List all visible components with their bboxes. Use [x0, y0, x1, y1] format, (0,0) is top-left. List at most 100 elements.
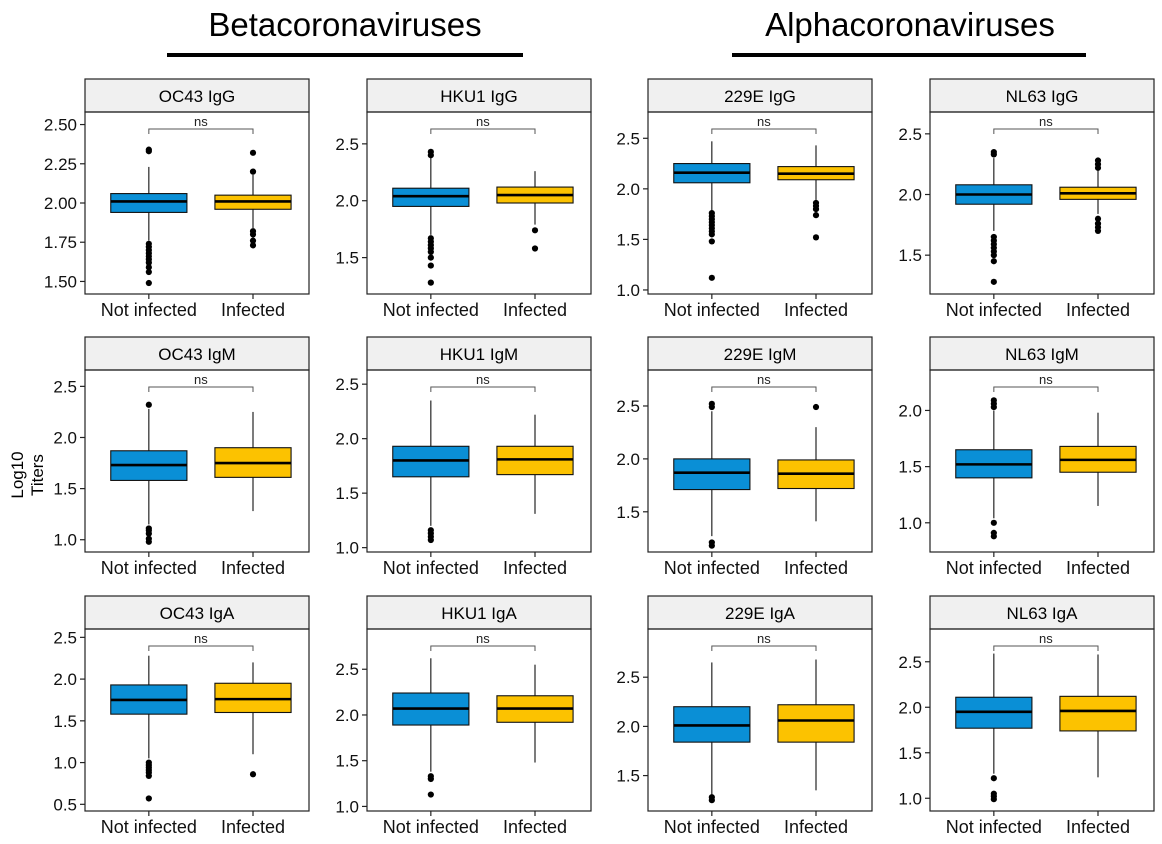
outlier-point — [708, 794, 715, 801]
significance-bracket — [993, 386, 1099, 392]
y-tick-label: 1.5 — [335, 752, 359, 771]
y-tick-label: 2.25 — [44, 155, 77, 174]
y-tick-label: 1.5 — [616, 767, 640, 786]
box-infected — [777, 704, 855, 743]
significance-label: ns — [476, 631, 490, 646]
y-tick-label: 1.5 — [335, 484, 359, 503]
x-tick-label: Infected — [1066, 558, 1130, 578]
chart-panel: HKU1 IgA 1.0 1.5 2.0 2.5 Not infected Infected… — [335, 595, 592, 837]
significance-label: ns — [476, 372, 490, 387]
alphacoronaviruses-title: Alphacoronaviruses — [765, 6, 1055, 43]
outlier-point — [145, 264, 152, 271]
betacoronaviruses-rule — [167, 53, 523, 57]
significance-bracket — [993, 128, 1099, 134]
significance-bracket — [148, 128, 254, 134]
y-tick-label: 2.5 — [616, 397, 640, 416]
outlier-point — [812, 199, 820, 207]
chart-panel: HKU1 IgM 1.0 1.5 2.0 2.5 Not infected Infected… — [335, 336, 592, 578]
outlier-point — [249, 237, 257, 244]
y-tick-label: 1.5 — [53, 480, 77, 499]
x-tick-label: Not infected — [664, 817, 760, 837]
outlier-point — [427, 254, 434, 261]
y-tick-label: 1.5 — [898, 246, 922, 265]
plot-frame — [647, 111, 873, 295]
outlier-point — [812, 234, 820, 241]
outlier-point — [990, 790, 997, 797]
y-tick-label: 2.5 — [616, 668, 640, 687]
chart-panel: OC43 IgA 0.5 1.0 1.5 2.0 2.5 Not infected Infec… — [53, 595, 310, 837]
outlier-point — [1094, 220, 1102, 227]
outlier-point — [427, 235, 434, 242]
outlier-point — [145, 759, 152, 766]
panel-strip — [366, 595, 592, 630]
y-tick-label: 2.0 — [53, 428, 77, 447]
plot-frame — [366, 111, 592, 295]
outlier-point — [427, 791, 434, 798]
chart-panel: HKU1 IgG 1.5 2.0 2.5 Not infected Infected ns — [335, 78, 592, 320]
x-tick-label: Not infected — [664, 558, 760, 578]
outlier-point — [145, 525, 152, 532]
box-not-infected — [110, 193, 188, 213]
panel-title: NL63 IgA — [1007, 604, 1079, 623]
panel-title: 229E IgA — [725, 604, 796, 623]
outlier-point — [812, 403, 820, 411]
outlier-point — [708, 238, 715, 245]
chart-panel: 229E IgG 1.0 1.5 2.0 2.5 Not infected Infected… — [616, 78, 873, 320]
plot-frame — [366, 369, 592, 553]
outlier-point — [990, 397, 997, 404]
x-tick-label: Infected — [221, 817, 285, 837]
y-tick-label: 1.0 — [898, 514, 922, 533]
significance-bracket — [430, 386, 536, 392]
y-tick-label: 1.5 — [335, 249, 359, 268]
y-tick-label: 1.0 — [335, 797, 359, 816]
chart-panel: 229E IgA 1.5 2.0 2.5 Not infected Infected ns — [616, 595, 873, 837]
significance-bracket — [430, 128, 536, 134]
y-tick-label: 1.75 — [44, 233, 77, 252]
outlier-point — [990, 775, 997, 782]
y-tick-label: 2.0 — [898, 186, 922, 205]
panel-title: HKU1 IgG — [440, 87, 517, 106]
outlier-point — [427, 262, 434, 269]
y-tick-label: 2.0 — [898, 698, 922, 717]
panel-strip — [929, 336, 1155, 371]
plot-frame — [647, 369, 873, 553]
panel-title: HKU1 IgA — [441, 604, 517, 623]
y-tick-label: 1.0 — [616, 281, 640, 300]
y-tick-label: 1.5 — [53, 712, 77, 731]
y-tick-label: 2.0 — [53, 670, 77, 689]
outlier-point — [990, 148, 997, 156]
panel-title: NL63 IgM — [1005, 345, 1079, 364]
y-tick-label: 2.5 — [53, 628, 77, 647]
x-tick-label: Infected — [784, 300, 848, 320]
significance-label: ns — [194, 114, 208, 129]
x-tick-label: Infected — [221, 558, 285, 578]
y-tick-label: 1.5 — [616, 503, 640, 522]
outlier-point — [427, 279, 434, 286]
significance-bracket — [711, 645, 817, 651]
significance-label: ns — [194, 631, 208, 646]
y-tick-label: 2.5 — [335, 660, 359, 679]
outlier-point — [990, 258, 997, 265]
panel-strip — [366, 78, 592, 113]
outlier-point — [427, 527, 434, 534]
y-tick-label: 1.0 — [53, 754, 77, 773]
y-tick-label: 1.0 — [53, 531, 77, 550]
y-tick-label: 1.0 — [335, 539, 359, 558]
outlier-point — [531, 227, 539, 234]
panel-strip — [84, 595, 310, 630]
chart-panel: NL63 IgG 1.5 2.0 2.5 Not infected Infected ns — [898, 78, 1155, 320]
chart-panel: 229E IgM 1.5 2.0 2.5 Not infected Infected ns — [616, 336, 873, 578]
outlier-point — [427, 148, 434, 155]
outlier-point — [990, 278, 997, 285]
y-tick-label: 2.5 — [335, 375, 359, 394]
plot-frame — [84, 628, 310, 812]
x-tick-label: Not infected — [383, 817, 479, 837]
panel-title: NL63 IgG — [1006, 87, 1079, 106]
plot-frame — [366, 628, 592, 812]
panel-title: OC43 IgM — [158, 345, 235, 364]
y-tick-label: 2.5 — [616, 129, 640, 148]
y-tick-label: 1.50 — [44, 272, 77, 291]
chart-panel: OC43 IgM 1.0 1.5 2.0 2.5 Not infected Infected… — [53, 336, 310, 578]
panel-title: 229E IgG — [724, 87, 796, 106]
outlier-point — [249, 168, 257, 175]
